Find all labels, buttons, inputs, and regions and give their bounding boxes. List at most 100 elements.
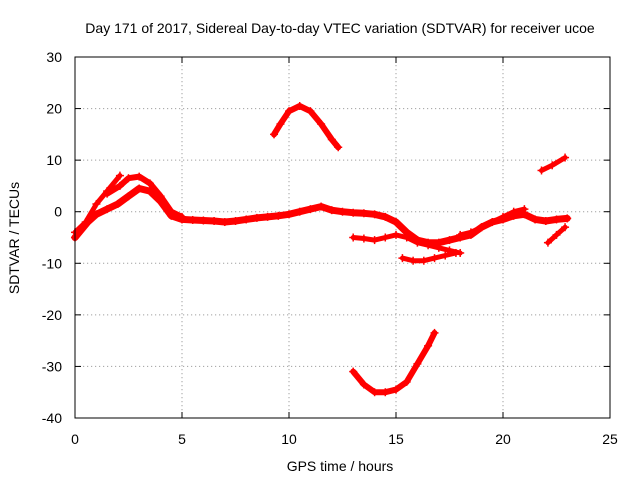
data-point [402,377,411,386]
data-point [92,210,101,219]
data-point [419,256,428,265]
x-axis-label: GPS time / hours [287,458,394,474]
data-point [563,214,572,223]
data-point [285,107,293,116]
x-tick-label: 20 [495,431,511,447]
data-point [295,101,304,110]
data-point [392,385,400,394]
data-point [413,238,422,247]
y-axis-label: SDTVAR / TECUs [6,182,22,294]
data-point [537,166,546,175]
data-point [349,367,358,376]
data-point [317,120,326,129]
data-point [424,241,433,250]
data-point [295,207,304,216]
data-point [115,181,124,190]
y-tick-label: -20 [42,307,62,323]
data-point [285,210,293,219]
y-tick-label: -10 [42,255,62,271]
data-point [338,207,347,216]
data-point [392,230,400,239]
data-point [92,199,101,208]
data-point [270,130,279,139]
data-point [441,251,450,260]
data-point [370,236,379,245]
data-point [359,234,368,243]
data-point [317,202,326,211]
y-tick-label: 20 [46,101,62,117]
data-point [115,171,124,180]
y-tick-label: -40 [42,410,62,426]
data-point [327,135,336,144]
data-point [135,184,144,193]
ticks: 0 5 10 15 20 25 -40 -30 -20 -10 0 10 20 30 [42,49,618,447]
data-point [135,172,144,181]
data-point [103,189,112,198]
data-point [430,328,439,337]
x-tick-label: 25 [602,431,618,447]
data-point [434,243,443,252]
data-point [276,120,285,129]
data-point [306,205,315,214]
plot-frame [74,56,611,419]
data-point [381,233,390,242]
data-point [381,212,390,221]
data-point [552,230,561,239]
data-point [210,216,219,225]
x-tick-label: 5 [178,431,186,447]
y-tick-label: 10 [46,152,62,168]
data-point [103,205,112,214]
data-point [334,143,343,152]
data-point [548,161,557,170]
data-point [199,216,208,225]
x-tick-label: 0 [71,431,79,447]
y-tick-label: 0 [54,204,62,220]
data-point [413,359,422,368]
data-point [424,341,433,350]
data-point [477,223,486,232]
data-point [398,254,407,263]
data-point [252,213,261,222]
data-point [124,192,133,201]
y-tick-label: 30 [46,49,62,65]
data-point [561,223,570,232]
x-tick-label: 10 [281,431,297,447]
data-point [466,228,475,237]
data-point [156,192,165,201]
data-point [409,256,418,265]
data-point [499,212,507,221]
data-point [188,215,197,224]
data-point [145,179,154,188]
y-tick-label: -30 [42,358,62,374]
data-point [359,209,368,218]
data-point [242,215,251,224]
data-point [359,380,368,389]
data-point [531,215,540,224]
data-point [430,254,439,263]
data-point [349,208,358,217]
series-upper-arc [271,103,342,151]
data-point [561,153,570,162]
data-point [445,236,454,245]
data-point [370,210,379,219]
data-point [263,212,272,221]
data-point [402,233,411,242]
data-point [541,216,550,225]
data-point [306,107,315,116]
data-point [231,216,240,225]
data-point [509,207,518,216]
data-point [456,230,465,239]
data-point [370,388,379,397]
data-point [124,174,133,183]
data-point [552,215,561,224]
data-point [451,248,460,257]
series-early-bump [104,173,185,220]
data-point [220,218,229,227]
chart-title: Day 171 of 2017, Sidereal Day-to-day VTE… [85,20,595,36]
data-point [520,205,529,214]
series-layer [71,101,572,397]
data-point [178,212,186,221]
data-point [327,206,336,215]
